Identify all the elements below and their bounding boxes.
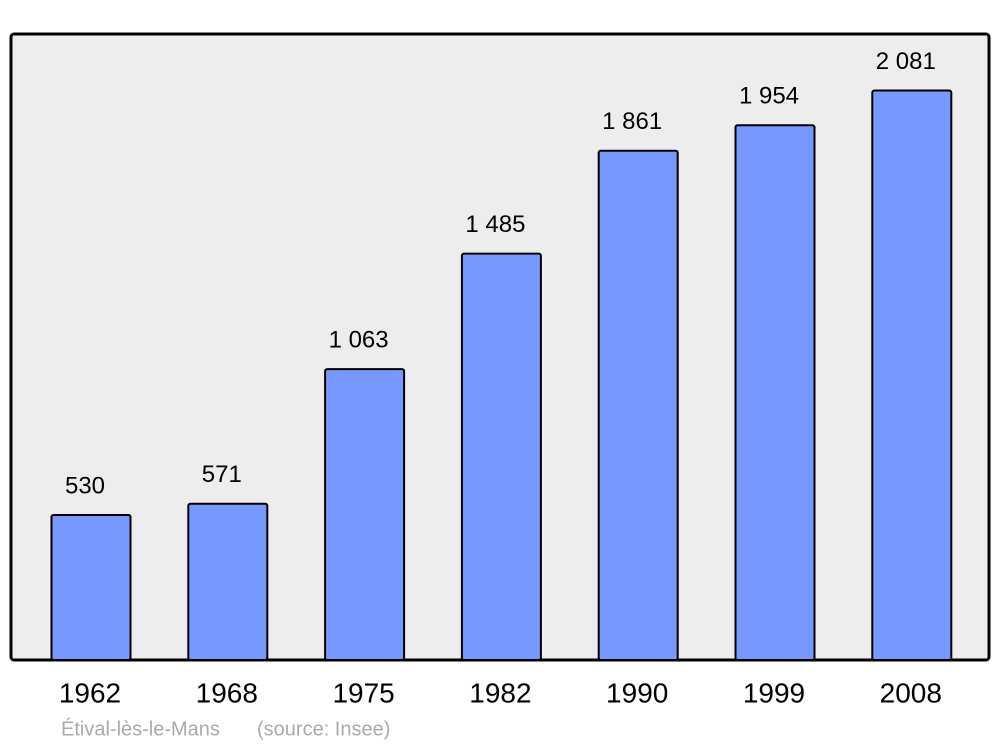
bar [187, 502, 269, 661]
bar [460, 252, 542, 662]
bar [734, 124, 816, 661]
value-label: 1 485 [465, 211, 525, 238]
value-label: 1 861 [602, 108, 662, 135]
value-label: 2 081 [876, 48, 936, 75]
bar [597, 149, 679, 661]
x-tick-label: 1982 [469, 677, 531, 708]
x-tick-label: 1999 [743, 677, 805, 708]
value-label: 1 063 [329, 326, 389, 353]
value-label: 530 [65, 472, 105, 499]
x-tick-label: 1975 [332, 677, 394, 708]
source: (source: Insee) [257, 718, 390, 740]
caption: Étival-lès-le-Mans [61, 717, 220, 740]
value-label: 1 954 [739, 83, 799, 110]
x-tick-label: 2008 [880, 677, 942, 708]
x-tick-label: 1990 [606, 677, 668, 708]
bar [50, 513, 132, 662]
bar [871, 89, 953, 661]
value-label: 571 [202, 461, 242, 488]
x-tick-label: 1962 [59, 677, 121, 708]
x-tick-label: 1968 [196, 677, 258, 708]
bar [324, 368, 406, 661]
